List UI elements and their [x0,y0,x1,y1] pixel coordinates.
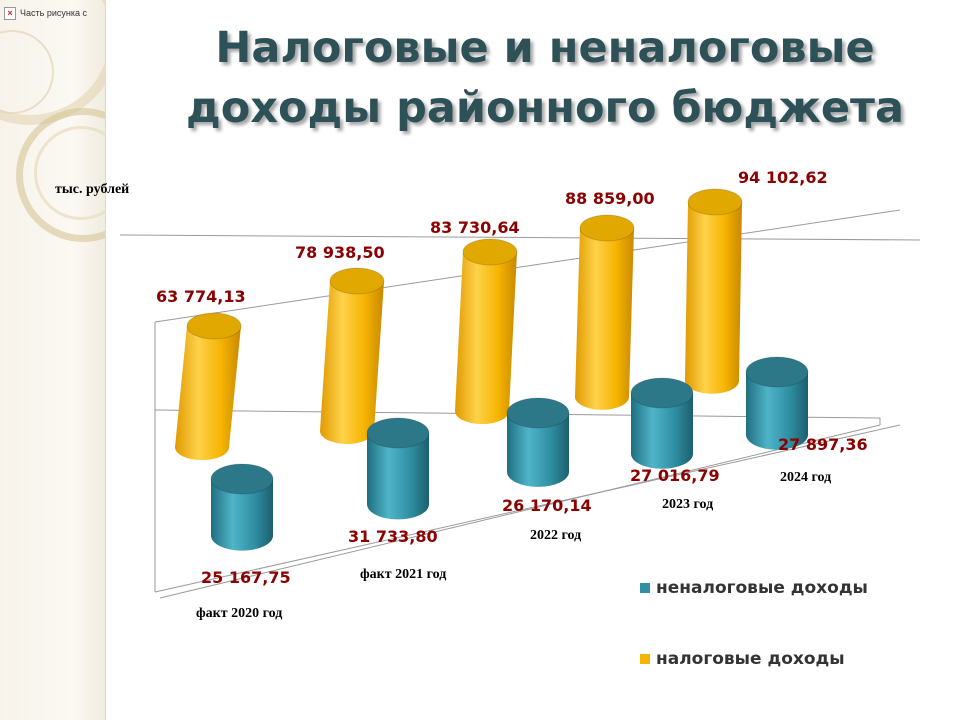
bar-tax-4-body [575,228,634,410]
legend-label-tax: налоговые доходы [656,649,845,669]
data-label-tax-2: 78 938,50 [295,243,385,262]
bar-tax-4 [575,214,635,410]
bar-tax-3-body [455,252,517,425]
bar-nontax-3-top [506,397,570,429]
chart-legend: неналоговые доходы налоговые доходы [640,575,868,717]
data-label-tax-5: 94 102,62 [738,168,828,187]
bar-tax-1 [175,312,242,461]
legend-swatch-tax [640,654,650,664]
bar-nontax-2-top [366,417,430,449]
legend-label-nontax: неналоговые доходы [656,578,868,598]
bar-nontax-1-top [210,463,274,495]
category-label-1: факт 2020 год [196,606,282,621]
data-label-tax-1: 63 774,13 [156,287,246,306]
bar-nontax-3-body [507,413,569,487]
bar-tax-2-top [329,267,385,295]
chart-frame-line [154,424,901,593]
bar-tax-5 [685,188,743,394]
bar-nontax-4-body [631,393,693,469]
data-label-nontax-5: 27 897,36 [778,435,868,454]
bar-tax-1-body [175,326,241,461]
category-label-5: 2024 год [780,470,831,485]
bar-tax-3-top [462,238,518,266]
bar-nontax-2-body [367,433,429,520]
bar-nontax-2 [366,417,430,520]
bar-tax-3 [455,238,518,425]
category-label-2: факт 2021 год [360,567,446,582]
legend-item-tax: налоговые доходы [640,646,868,672]
bar-nontax-1-body [211,479,273,551]
unit-label: тыс. рублей [55,182,129,197]
bar-nontax-4-top [630,377,694,409]
data-label-tax-3: 83 730,64 [430,218,520,237]
chart-frame-line [159,424,881,599]
broken-image-placeholder: × Часть рисунка с [4,4,105,22]
category-label-3: 2022 год [530,528,581,543]
bar-nontax-5-body [746,372,808,450]
data-label-nontax-2: 31 733,80 [348,527,438,546]
bar-tax-5-body [685,202,742,394]
chart-frame-line [119,234,921,241]
bar-tax-4-top [579,214,635,242]
broken-image-label: Часть рисунка с [20,8,87,18]
bar-tax-1-top [186,312,242,340]
decorative-ring [34,126,105,220]
slide-title: Налоговые и неналоговые доходы районного… [186,23,904,133]
chart-frame-line [154,209,901,323]
legend-item-nontax: неналоговые доходы [640,575,868,601]
data-label-nontax-4: 27 016,79 [630,466,720,485]
bar-nontax-3 [506,397,570,487]
data-label-nontax-1: 25 167,75 [201,568,291,587]
bar-nontax-4 [630,377,694,469]
category-label-4: 2023 год [662,497,713,512]
data-label-tax-4: 88 859,00 [565,189,655,208]
bar-tax-2-body [320,281,384,444]
broken-image-icon: × [4,6,16,20]
bar-nontax-5-top [745,356,809,388]
bar-nontax-5 [745,356,809,450]
bar-nontax-1 [210,463,274,551]
slide-decoration: × Часть рисунка с [0,0,106,720]
bar-tax-5-top [687,188,743,216]
data-label-nontax-3: 26 170,14 [502,496,592,515]
bar-tax-2 [320,267,385,444]
legend-swatch-nontax [640,583,650,593]
